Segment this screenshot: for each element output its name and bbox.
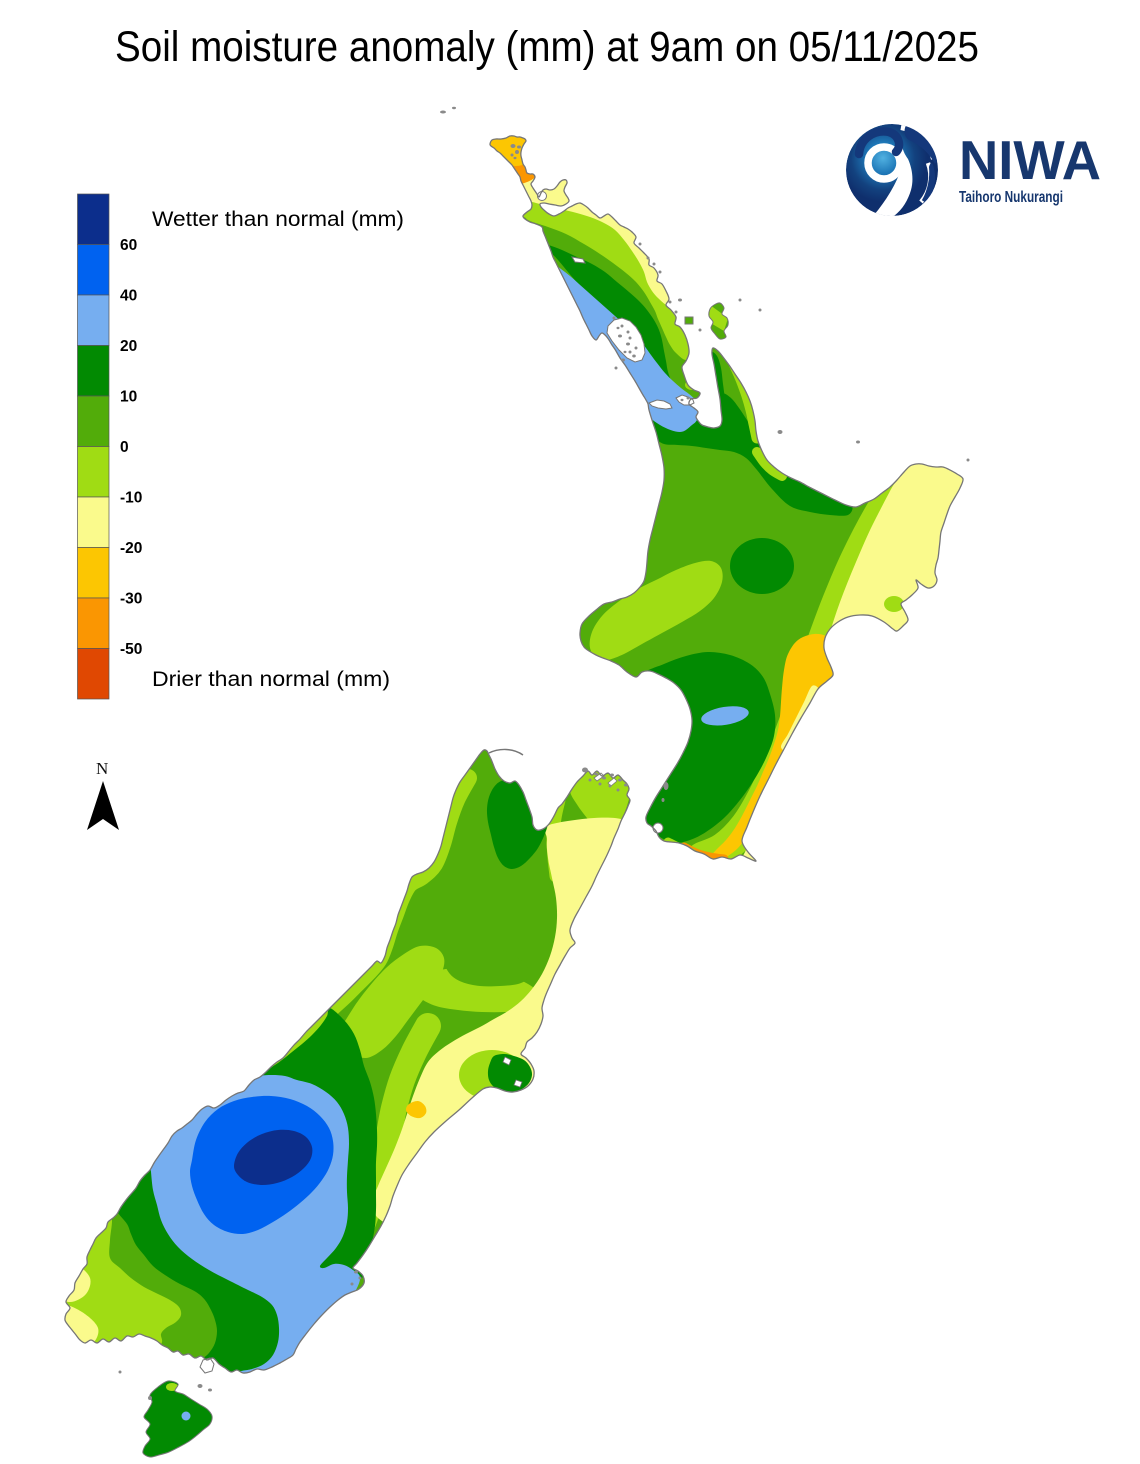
svg-text:-50: -50	[120, 641, 142, 658]
svg-text:N: N	[96, 759, 108, 778]
svg-text:-20: -20	[120, 540, 142, 557]
svg-text:Drier than normal (mm): Drier than normal (mm)	[152, 667, 390, 691]
svg-text:Wetter than normal (mm): Wetter than normal (mm)	[152, 207, 404, 231]
svg-text:-30: -30	[120, 591, 142, 608]
svg-text:Taihoro Nukurangi: Taihoro Nukurangi	[959, 189, 1063, 206]
svg-text:-10: -10	[120, 490, 142, 507]
svg-text:0: 0	[120, 439, 129, 456]
svg-text:60: 60	[120, 237, 137, 254]
svg-text:Soil moisture anomaly (mm) at: Soil moisture anomaly (mm) at 9am on 05/…	[115, 24, 979, 71]
svg-text:10: 10	[120, 389, 137, 406]
svg-text:40: 40	[120, 288, 137, 305]
svg-text:NIWA: NIWA	[959, 129, 1101, 191]
svg-text:20: 20	[120, 338, 137, 355]
